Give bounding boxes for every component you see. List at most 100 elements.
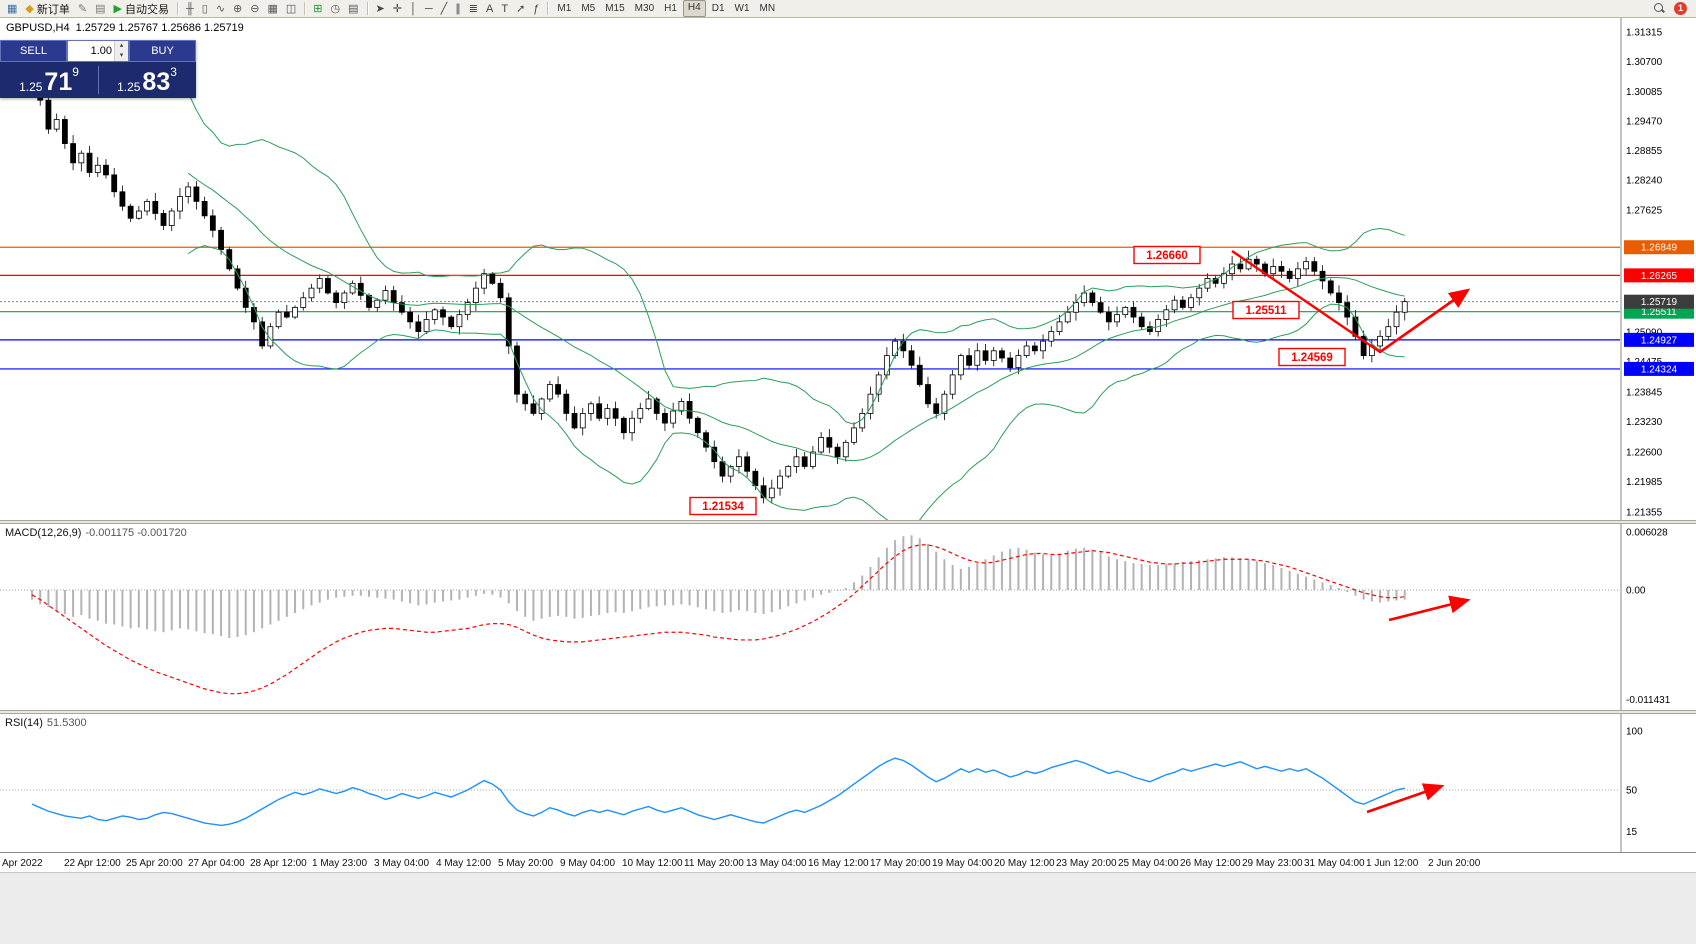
price-axis-level-label: 1.26265: [1624, 268, 1694, 283]
sell-price-base: 1.25: [19, 80, 43, 94]
auto-trading-button[interactable]: ▶ 自动交易: [111, 1, 172, 17]
volume-input[interactable]: [68, 41, 114, 61]
svg-text:1.21355: 1.21355: [1626, 508, 1663, 519]
svg-text:1.31315: 1.31315: [1626, 28, 1663, 39]
macd-trend-arrow: [1388, 595, 1471, 622]
search-icon[interactable]: [1654, 2, 1666, 15]
crosshair-icon[interactable]: ✛: [390, 1, 405, 17]
time-label: Apr 2022: [2, 858, 43, 869]
time-axis[interactable]: Apr 2022 22 Apr 12:00 25 Apr 20:00 27 Apr 0…: [0, 852, 1696, 872]
grid-icon: ▦: [267, 2, 278, 15]
time-label: 1 Jun 12:00: [1366, 858, 1419, 869]
svg-text:50: 50: [1626, 786, 1638, 797]
arrows-tool-icon[interactable]: ➚: [513, 1, 528, 17]
time-label: 16 May 12:00: [808, 858, 869, 869]
volume-down-button[interactable]: ▾: [115, 51, 128, 61]
price-axis-level-label: 1.24324: [1624, 361, 1694, 376]
fibonacci-icon[interactable]: ≣: [466, 1, 481, 17]
price-chart-panel[interactable]: 1.31315 1.30700 1.30085 1.29470 1.28855 1.282…: [0, 18, 1696, 520]
price-axis-level-label: 1.26849: [1624, 240, 1694, 255]
toolbar-separator: [366, 2, 368, 15]
channel-icon[interactable]: ∥: [452, 1, 464, 17]
line-chart-icon: ∿: [215, 2, 226, 15]
svg-text:1.22600: 1.22600: [1626, 448, 1663, 459]
svg-text:1.27625: 1.27625: [1626, 205, 1663, 216]
templates-icon: ▤: [348, 2, 359, 15]
time-label: 17 May 20:00: [870, 858, 931, 869]
cursor-icon: ➤: [375, 2, 385, 15]
sell-button[interactable]: SELL: [0, 40, 67, 62]
rsi-value: 51.5300: [46, 717, 87, 729]
fibonacci-icon: ≣: [468, 2, 478, 15]
text-icon[interactable]: A: [483, 1, 496, 17]
timeframe-m15[interactable]: M15: [605, 3, 625, 14]
indicators-icon[interactable]: ƒ: [530, 1, 542, 17]
time-label: 27 Apr 04:00: [188, 858, 245, 869]
zoom-in-icon: ⊕: [233, 2, 243, 15]
chart-window-icon: ▦: [7, 2, 18, 15]
timeframe-w1[interactable]: W1: [734, 3, 750, 14]
macd-axis: 0.006028 0.00 -0.011431: [1626, 528, 1671, 707]
panel-divider-rsi[interactable]: [0, 710, 1696, 714]
line-chart-icon[interactable]: ∿: [213, 1, 228, 17]
volume-up-button[interactable]: ▴: [115, 41, 128, 51]
rsi-indicator-label: RSI(14) 51.5300: [5, 717, 87, 729]
volume-box: ▴ ▾: [67, 40, 129, 62]
notification-badge[interactable]: 1: [1674, 2, 1687, 15]
indicators-icon: ƒ: [533, 2, 540, 15]
timeframe-m1[interactable]: M1: [557, 3, 572, 14]
timeframe-mn[interactable]: MN: [759, 3, 776, 14]
svg-text:1.28240: 1.28240: [1626, 176, 1663, 187]
current-price-label: 1.25719: [1624, 294, 1694, 309]
timeframe-d1[interactable]: D1: [711, 3, 725, 14]
cursor-icon[interactable]: ➤: [373, 1, 388, 17]
time-label: 10 May 12:00: [622, 858, 683, 869]
buy-price[interactable]: 1.25 83 3: [98, 62, 196, 98]
new-order-button[interactable]: ◆ 新订单: [22, 1, 72, 17]
bar-chart-icon[interactable]: ╫: [183, 1, 197, 17]
vertical-line-icon[interactable]: │: [407, 1, 420, 17]
timeframe-m5[interactable]: M5: [581, 3, 596, 14]
market-watch-icon[interactable]: ▤: [92, 1, 108, 17]
tile-windows-icon[interactable]: ◫: [283, 1, 299, 17]
buy-button[interactable]: BUY: [129, 40, 196, 62]
crosshair-icon: ✛: [392, 2, 402, 15]
svg-text:1.30085: 1.30085: [1626, 87, 1663, 98]
time-label: 4 May 12:00: [436, 858, 492, 869]
text-icon: A: [485, 2, 494, 15]
period-icon[interactable]: ◷: [328, 1, 344, 17]
mql-wizard-icon[interactable]: ✎: [75, 1, 90, 17]
svg-text:1.28855: 1.28855: [1626, 146, 1663, 157]
svg-text:1.24324: 1.24324: [1641, 364, 1678, 375]
time-label: 29 May 23:00: [1242, 858, 1303, 869]
trendline-icon[interactable]: ╱: [438, 1, 451, 17]
svg-text:1.25511: 1.25511: [1246, 305, 1288, 317]
auto-trading-button-label: 自动交易: [124, 3, 169, 16]
timeframe-h1[interactable]: H1: [664, 3, 677, 14]
rsi-panel[interactable]: 100 50 15: [0, 714, 1696, 852]
bottom-area: [0, 872, 1696, 944]
macd-panel[interactable]: 0.006028 0.00 -0.011431: [0, 524, 1696, 710]
candlestick-icon[interactable]: ▯: [199, 1, 211, 17]
arrange-icon[interactable]: ⊞: [310, 1, 325, 17]
market-watch-icon: ▤: [95, 2, 106, 15]
arrows-tool-icon: ➚: [516, 2, 526, 15]
svg-text:1.21534: 1.21534: [702, 501, 744, 513]
zoom-out-icon[interactable]: ⊖: [247, 1, 262, 17]
candles-layer: [29, 62, 1408, 504]
chart-window-icon[interactable]: ▦: [4, 1, 20, 17]
zoom-in-icon[interactable]: ⊕: [230, 1, 245, 17]
timeframe-h4[interactable]: H4: [682, 0, 706, 17]
time-label: 1 May 23:00: [312, 858, 368, 869]
sell-price[interactable]: 1.25 71 9: [0, 62, 98, 98]
horizontal-line-icon[interactable]: ─: [422, 1, 436, 17]
horizontal-line-icon: ─: [424, 2, 433, 15]
grid-icon[interactable]: ▦: [264, 1, 280, 17]
label-icon[interactable]: T: [498, 1, 511, 17]
panel-divider-macd[interactable]: [0, 520, 1696, 524]
timeframe-m30[interactable]: M30: [634, 3, 655, 14]
svg-text:1.25511: 1.25511: [1641, 307, 1677, 318]
templates-icon[interactable]: ▤: [345, 1, 361, 17]
svg-text:0.006028: 0.006028: [1626, 528, 1668, 539]
tile-windows-icon: ◫: [285, 2, 297, 15]
